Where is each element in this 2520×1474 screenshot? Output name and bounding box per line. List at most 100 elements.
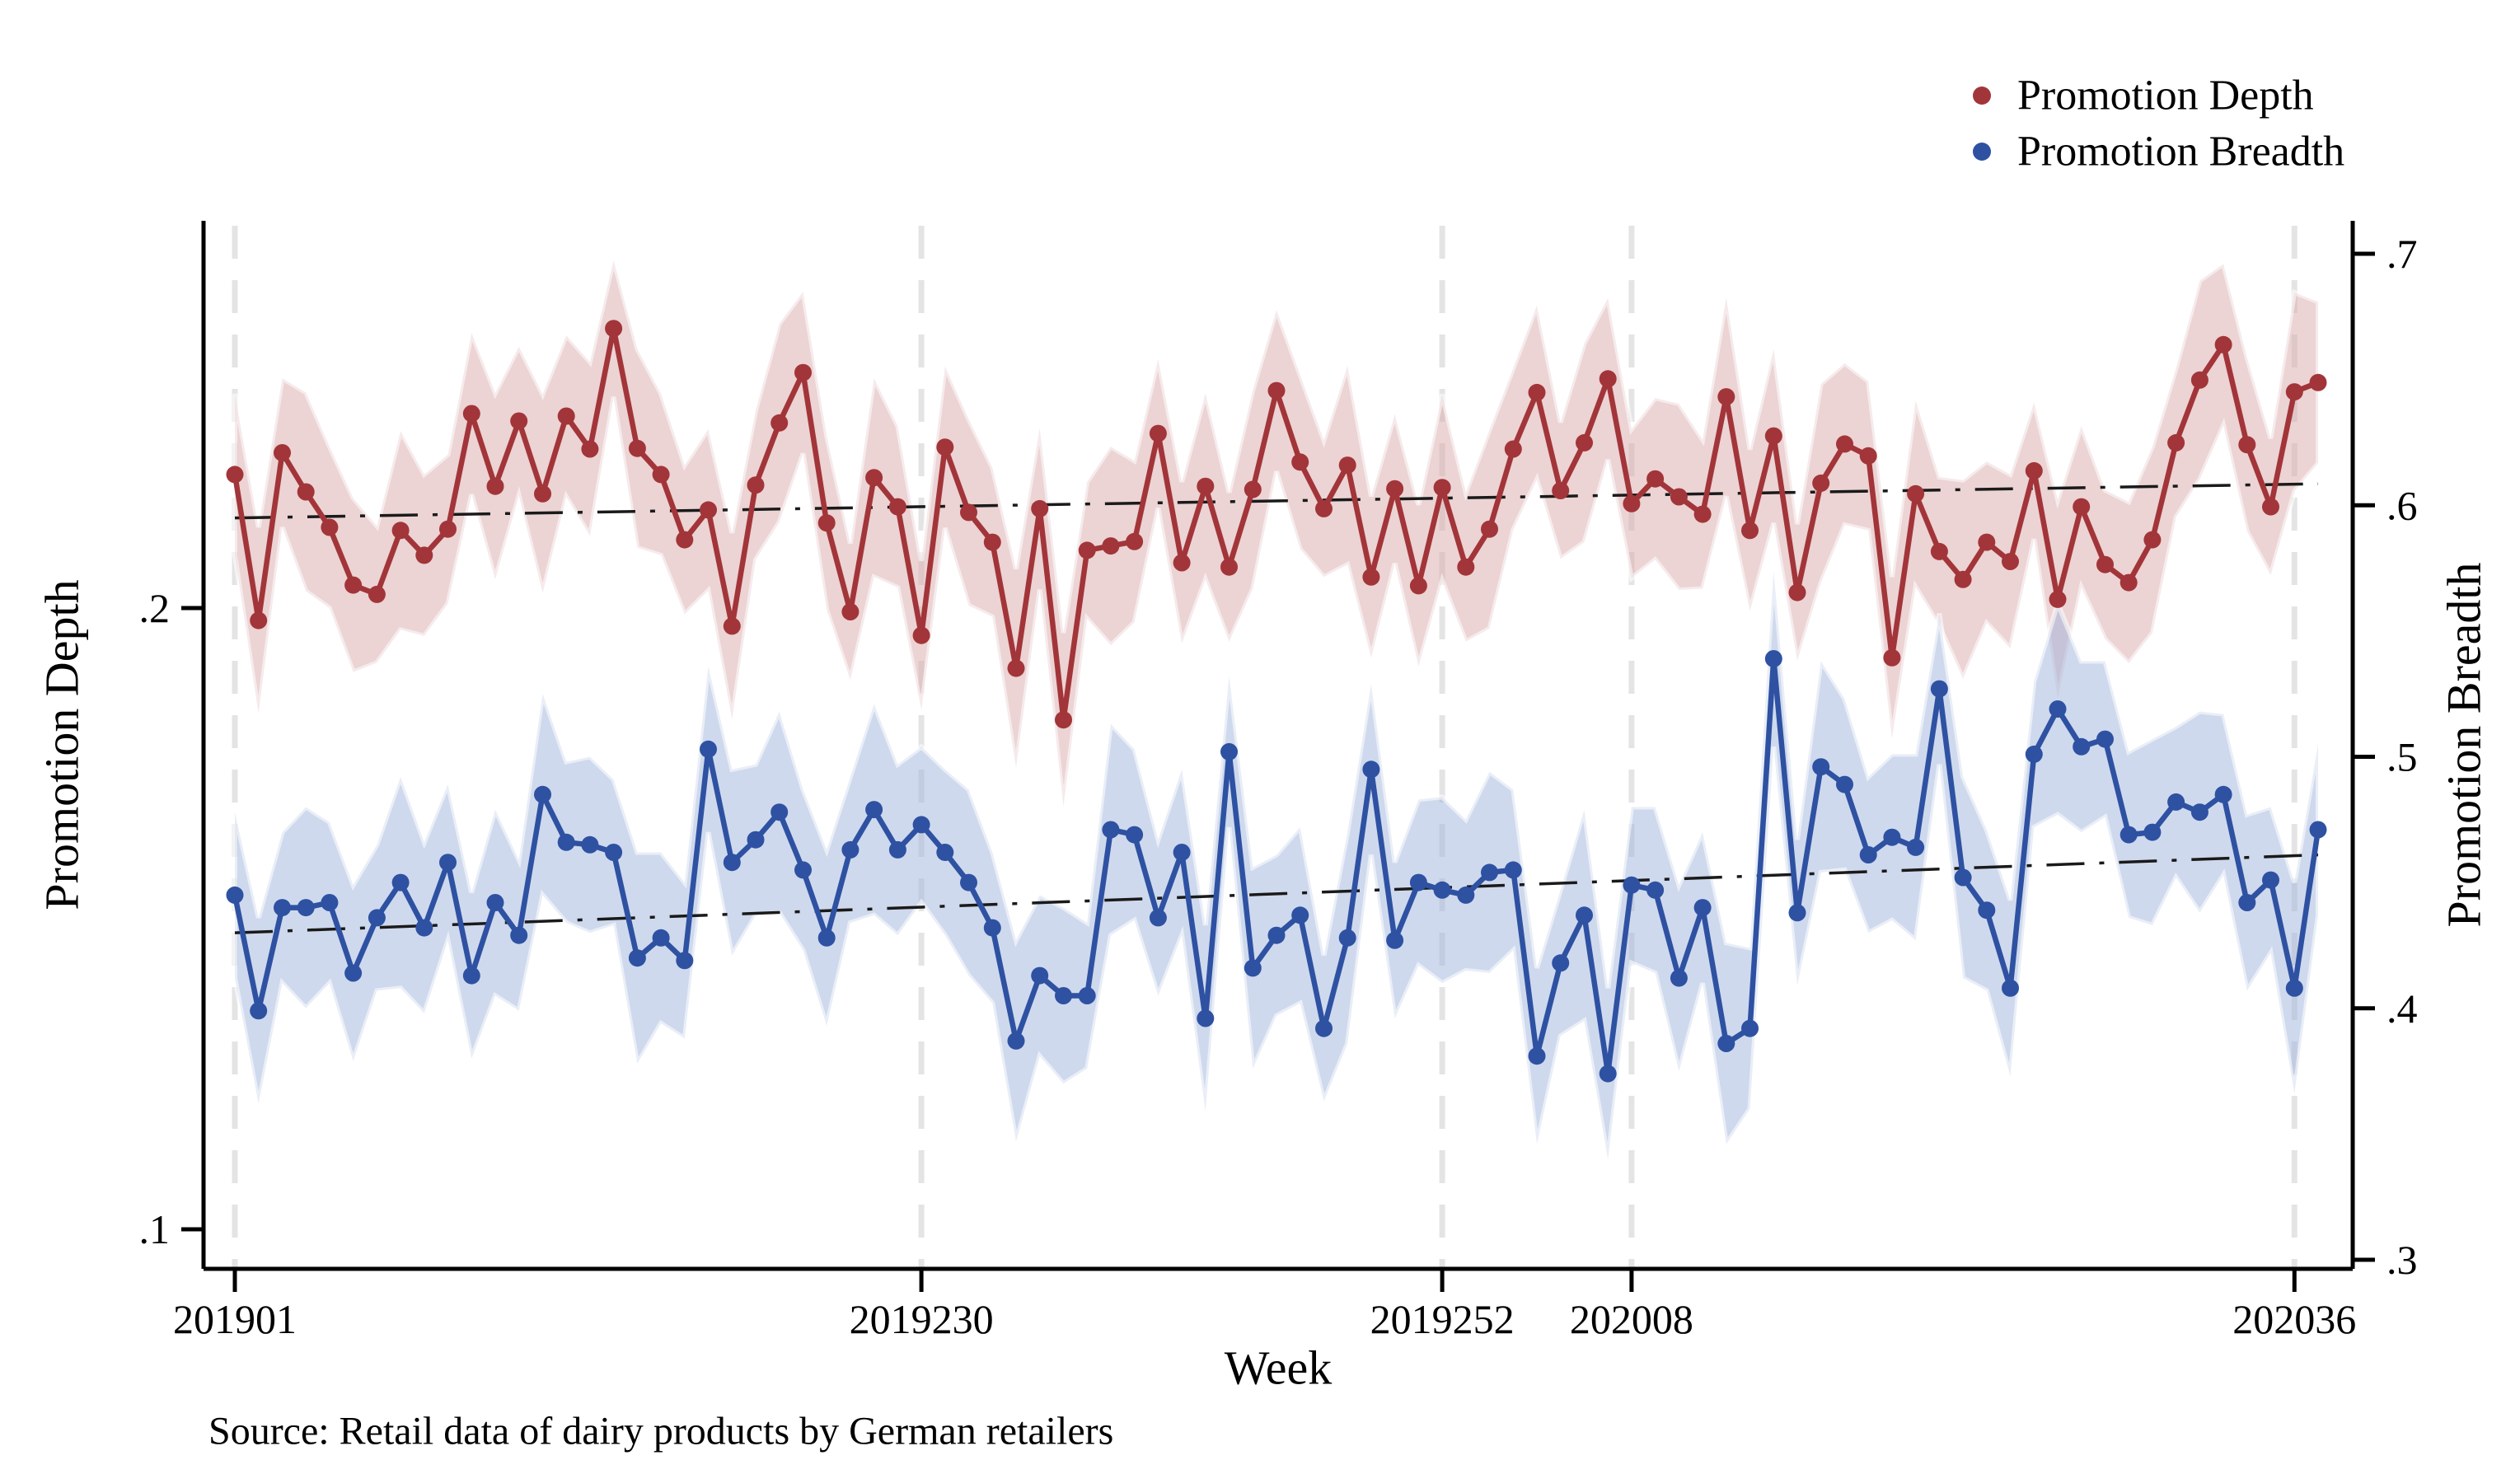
data-point-marker	[2143, 823, 2162, 841]
data-point-marker	[1031, 499, 1049, 517]
data-point-marker	[1741, 522, 1759, 540]
data-point-marker	[1930, 680, 1948, 698]
left-axis-title: Promotion Depth	[35, 579, 89, 910]
data-point-marker	[817, 929, 836, 947]
promotion-breadth-confidence-band	[232, 570, 2321, 1160]
data-point-marker	[960, 873, 977, 891]
promotion-depth-confidence-band	[232, 260, 2321, 807]
data-point-marker	[1764, 427, 1782, 445]
data-point-marker	[1291, 906, 1309, 924]
data-point-marker	[1717, 388, 1735, 406]
right-y-tick-label: .6	[2387, 482, 2418, 528]
data-point-marker	[1764, 650, 1782, 667]
data-point-marker	[1528, 1047, 1546, 1065]
data-point-marker	[1907, 838, 1925, 856]
data-point-marker	[888, 840, 906, 859]
data-point-marker	[391, 522, 410, 540]
data-point-marker	[415, 546, 433, 564]
data-point-marker	[888, 498, 906, 516]
left-y-tick-label: .2	[139, 585, 171, 631]
data-point-marker	[2096, 730, 2114, 748]
data-point-marker	[2214, 335, 2232, 353]
data-point-marker	[297, 899, 315, 917]
data-point-marker	[1386, 480, 1404, 498]
data-point-marker	[1717, 1035, 1735, 1052]
data-point-marker	[2002, 553, 2019, 570]
data-point-marker	[2073, 737, 2091, 756]
data-point-marker	[557, 407, 575, 425]
data-point-marker	[2025, 745, 2043, 763]
promotion-breadth-trend-line	[234, 853, 2319, 934]
data-point-marker	[226, 886, 244, 904]
data-point-marker	[1670, 969, 1688, 987]
data-point-marker	[274, 444, 291, 461]
data-point-marker	[510, 412, 528, 430]
data-point-marker	[1552, 954, 1570, 972]
data-point-marker	[2049, 700, 2067, 718]
data-point-marker	[2002, 979, 2019, 997]
data-point-marker	[510, 926, 528, 944]
data-point-marker	[1457, 558, 1475, 576]
data-point-marker	[1576, 906, 1593, 924]
axis-frame	[201, 221, 2355, 1271]
trend-lines-layer	[234, 482, 2319, 934]
data-point-marker	[1220, 558, 1238, 576]
data-point-marker	[1788, 904, 1806, 922]
data-point-marker	[1362, 568, 1380, 586]
data-point-marker	[1457, 886, 1475, 904]
data-point-marker	[1859, 447, 1877, 465]
data-point-marker	[486, 894, 504, 911]
data-point-marker	[841, 603, 860, 620]
data-point-marker	[2214, 785, 2232, 803]
data-point-marker	[439, 520, 457, 538]
data-point-marker	[1528, 383, 1546, 401]
right-y-tick-label: .7	[2387, 231, 2418, 277]
data-point-marker	[2190, 371, 2209, 389]
data-point-marker	[1481, 520, 1498, 538]
data-point-marker	[581, 440, 599, 458]
data-point-marker	[1055, 711, 1072, 729]
data-point-marker	[1741, 1019, 1759, 1037]
data-point-marker	[1978, 901, 1996, 919]
right-y-tick-label: .3	[2387, 1237, 2418, 1283]
data-point-marker	[439, 854, 457, 872]
tick-marks-layer: 201901 2019230 2019252 202008 202036 .2 .1 .7 .6…	[139, 231, 2418, 1342]
left-y-tick-label: .1	[139, 1206, 171, 1252]
data-point-marker	[1291, 453, 1309, 471]
data-point-marker	[960, 503, 977, 522]
x-axis-title: Week	[1225, 1341, 1333, 1395]
data-point-marker	[652, 466, 670, 484]
source-note: Source: Retail data of dairy products by…	[208, 1410, 1113, 1453]
x-tick-label: 2019252	[1370, 1296, 1515, 1342]
data-point-marker	[2096, 555, 2114, 573]
data-point-marker	[2025, 461, 2043, 480]
legend-depth-marker-icon	[1973, 87, 1991, 105]
data-point-marker	[1599, 370, 1617, 388]
data-point-marker	[534, 484, 551, 503]
data-point-marker	[1078, 541, 1096, 559]
data-point-marker	[794, 363, 812, 381]
data-point-marker	[1102, 537, 1120, 555]
data-point-marker	[1812, 758, 1830, 776]
data-point-marker	[1504, 440, 1522, 458]
data-point-marker	[2167, 793, 2185, 811]
data-point-marker	[700, 501, 717, 519]
data-point-marker	[2190, 803, 2209, 821]
data-point-marker	[321, 894, 339, 911]
data-point-marker	[486, 477, 504, 495]
data-point-marker	[628, 949, 646, 967]
data-point-marker	[1646, 470, 1665, 488]
data-point-marker	[1173, 554, 1191, 572]
data-point-marker	[2120, 826, 2138, 844]
data-point-marker	[1126, 826, 1144, 844]
data-point-marker	[226, 466, 244, 484]
data-point-marker	[321, 518, 339, 536]
legend: Promotion Depth Promotion Breadth	[1973, 73, 2344, 175]
data-point-marker	[723, 617, 741, 635]
data-point-marker	[983, 533, 1001, 551]
data-point-marker	[1126, 532, 1144, 550]
data-point-marker	[1102, 821, 1120, 839]
data-point-marker	[605, 320, 623, 338]
data-point-marker	[2238, 894, 2256, 911]
data-point-marker	[1197, 1009, 1215, 1027]
